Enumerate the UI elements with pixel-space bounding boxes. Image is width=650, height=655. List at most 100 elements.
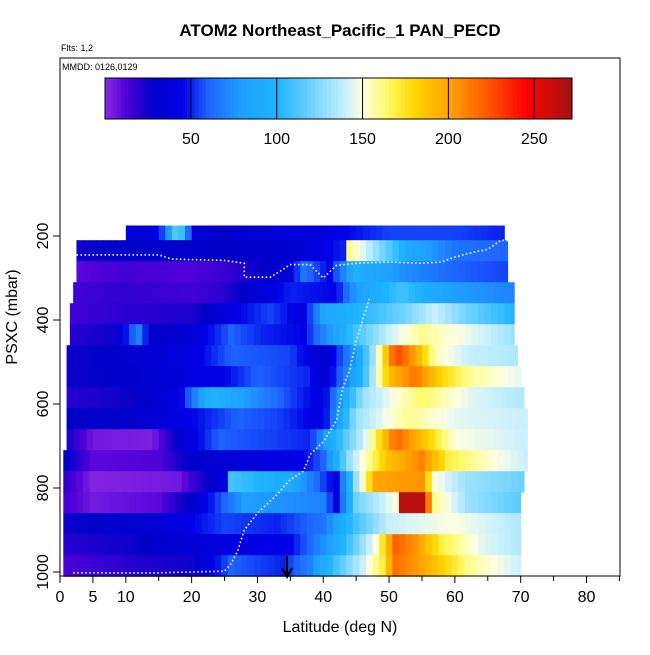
- heatmap-cell: [487, 282, 495, 304]
- colorbar-segment: [451, 78, 456, 119]
- heatmap-cell: [421, 387, 430, 409]
- heatmap-cell: [86, 366, 94, 388]
- heatmap-cell: [520, 408, 528, 430]
- colorbar-segment: [463, 78, 468, 119]
- heatmap-cell: [158, 366, 166, 388]
- colorbar-segment: [482, 78, 487, 119]
- heatmap-cell: [152, 282, 160, 304]
- heatmap-cell: [491, 555, 499, 577]
- heatmap-cell: [300, 303, 308, 325]
- heatmap-cell: [142, 450, 150, 472]
- heatmap-cell: [494, 282, 502, 304]
- heatmap-row: [66, 387, 525, 409]
- colorbar-segment: [194, 78, 199, 119]
- heatmap-cell: [135, 324, 143, 346]
- heatmap-cell: [507, 429, 515, 451]
- heatmap-cell: [438, 303, 446, 325]
- heatmap-cell: [398, 450, 407, 472]
- heatmap-cell: [145, 366, 153, 388]
- colorbar-segment: [408, 78, 413, 119]
- heatmap-cell: [76, 492, 84, 514]
- heatmap-cell: [221, 450, 229, 472]
- heatmap-cell: [333, 303, 341, 325]
- heatmap-cell: [385, 324, 393, 346]
- heatmap-cell: [244, 345, 252, 367]
- heatmap-cell: [96, 513, 104, 535]
- heatmap-cell: [168, 240, 176, 262]
- heatmap-cell: [247, 303, 255, 325]
- heatmap-cell: [112, 429, 120, 451]
- heatmap-cell: [201, 555, 209, 577]
- heatmap-cell: [431, 534, 440, 556]
- heatmap-cell: [389, 387, 397, 409]
- heatmap-cell: [510, 303, 515, 325]
- heatmap-cell: [250, 345, 259, 367]
- heatmap-cell: [109, 261, 117, 283]
- heatmap-cell: [517, 555, 522, 577]
- colorbar-segment: [167, 78, 172, 119]
- heatmap-cell: [408, 429, 416, 451]
- heatmap-cell: [339, 471, 347, 493]
- heatmap-cell: [260, 240, 268, 262]
- colorbar-segment: [517, 78, 522, 119]
- heatmap-cell: [135, 471, 143, 493]
- heatmap-cell: [366, 450, 374, 472]
- heatmap-cell: [520, 429, 528, 451]
- heatmap-cell: [375, 387, 384, 409]
- colorbar-segment: [171, 78, 176, 119]
- heatmap-cell: [500, 408, 509, 430]
- heatmap-cell: [514, 345, 518, 367]
- heatmap-cell: [326, 555, 334, 577]
- heatmap-cell: [254, 240, 262, 262]
- heatmap-cell: [224, 387, 232, 409]
- heatmap-cell: [481, 366, 489, 388]
- heatmap-cell: [99, 366, 107, 388]
- heatmap-cell: [115, 471, 124, 493]
- chart-title: ATOM2 Northeast_Pacific_1 PAN_PECD: [179, 21, 500, 40]
- heatmap-cell: [227, 261, 235, 283]
- heatmap-cell: [267, 240, 275, 262]
- heatmap-cell: [448, 408, 456, 430]
- heatmap-cell: [385, 492, 393, 514]
- y-tick-label: 400: [35, 307, 52, 334]
- heatmap-cell: [405, 555, 413, 577]
- heatmap-cell: [339, 450, 347, 472]
- heatmap-cell: [431, 240, 440, 262]
- heatmap-cell: [336, 225, 344, 241]
- heatmap-cell: [234, 261, 242, 283]
- heatmap-cell: [300, 555, 308, 577]
- heatmap-cell: [158, 282, 166, 304]
- heatmap-cell: [63, 534, 71, 556]
- heatmap-cell: [270, 345, 278, 367]
- heatmap-cell: [244, 387, 252, 409]
- heatmap-cell: [240, 324, 249, 346]
- heatmap-cell: [138, 225, 147, 241]
- heatmap-cell: [188, 492, 196, 514]
- heatmap-cell: [441, 429, 449, 451]
- heatmap-cell: [76, 513, 84, 535]
- heatmap-cell: [481, 282, 489, 304]
- heatmap-cell: [435, 366, 443, 388]
- heatmap-cell: [369, 345, 377, 367]
- colorbar-segment: [206, 78, 211, 119]
- heatmap-cell: [306, 450, 314, 472]
- heatmap-cell: [431, 303, 440, 325]
- heatmap-cell: [92, 408, 101, 430]
- heatmap-cell: [201, 534, 209, 556]
- heatmap-cell: [135, 534, 143, 556]
- heatmap-cell: [448, 366, 456, 388]
- heatmap-cell: [491, 534, 499, 556]
- heatmap-cell: [73, 387, 81, 409]
- heatmap-cell: [132, 366, 140, 388]
- heatmap-cell: [425, 534, 433, 556]
- heatmap-cell: [227, 471, 235, 493]
- colorbar-segment: [233, 78, 238, 119]
- colorbar-segment: [373, 78, 378, 119]
- heatmap-cell: [66, 408, 74, 430]
- heatmap-cell: [264, 345, 272, 367]
- heatmap-cell: [148, 240, 157, 262]
- heatmap-cell: [323, 345, 331, 367]
- heatmap-cell: [142, 471, 150, 493]
- heatmap-cell: [313, 471, 321, 493]
- heatmap-cell: [382, 429, 390, 451]
